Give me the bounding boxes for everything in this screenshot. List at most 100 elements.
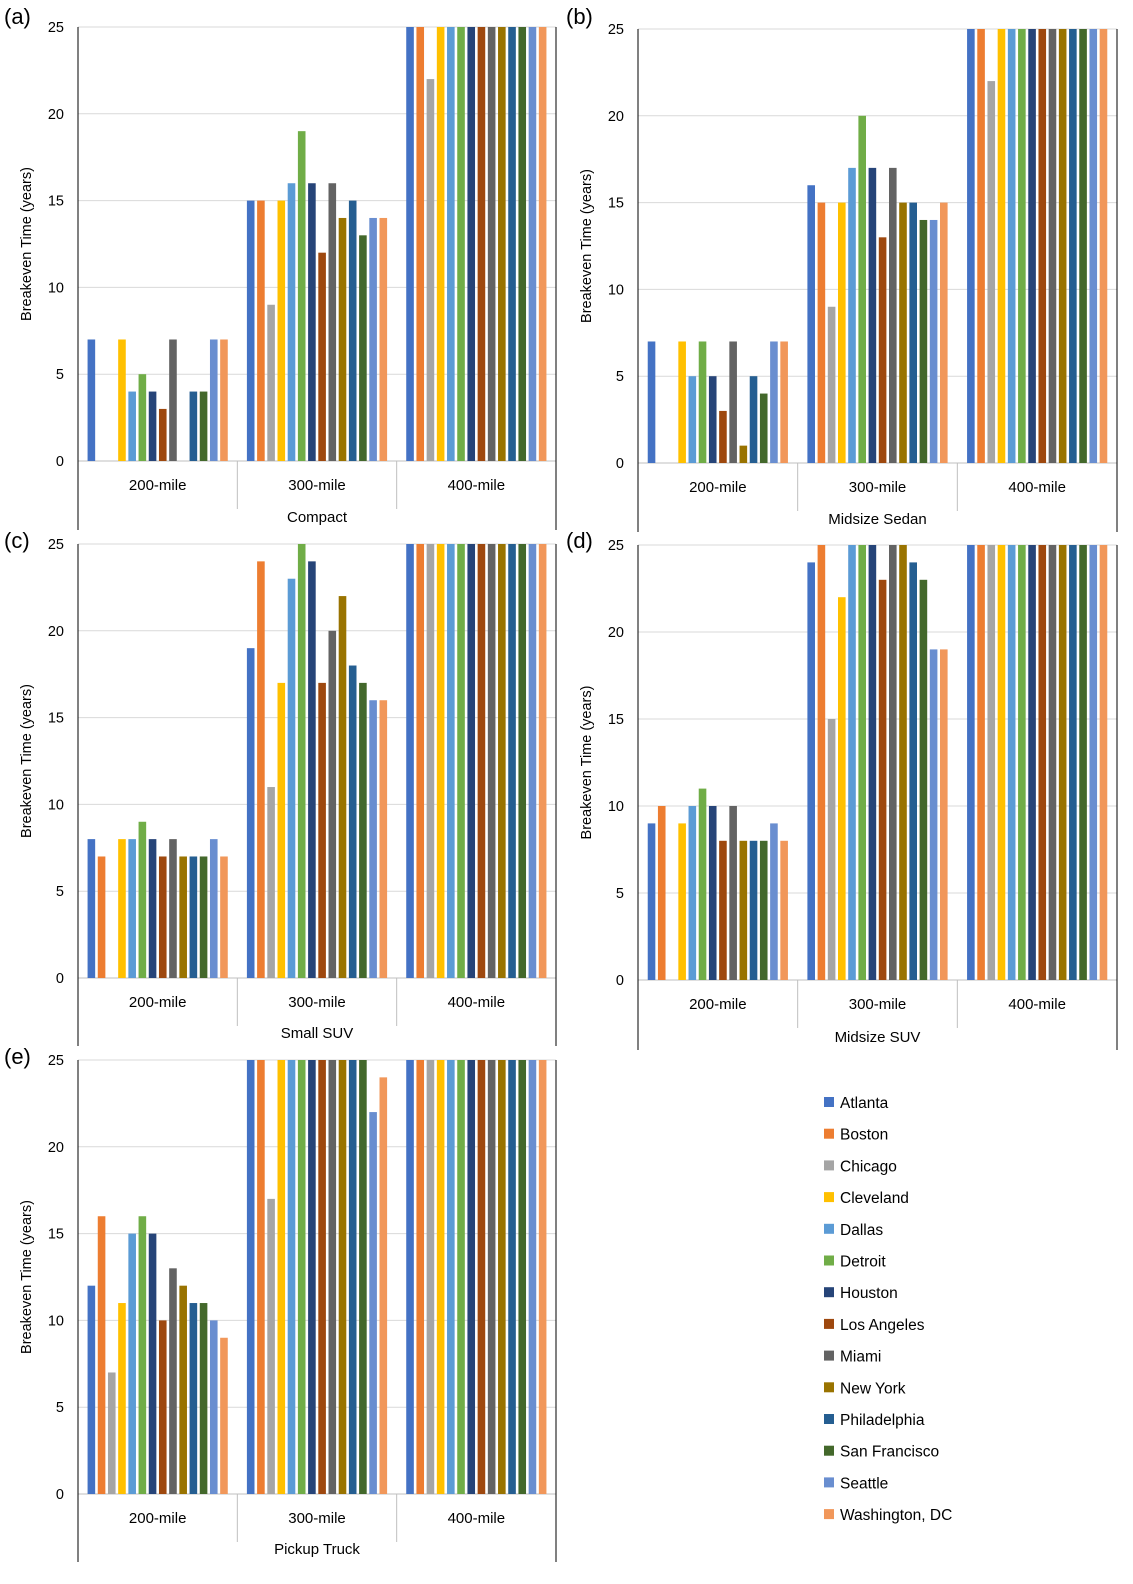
legend-swatch-los-angeles bbox=[824, 1318, 834, 1329]
category-label: 200-mile bbox=[129, 994, 187, 1011]
bar-boston-300-mile bbox=[817, 202, 826, 463]
bar-new-york-300-mile bbox=[338, 596, 347, 978]
bar-chicago-300-mile bbox=[267, 304, 275, 461]
category-label: 200-mile bbox=[689, 996, 747, 1013]
y-tick-label: 15 bbox=[48, 1227, 64, 1243]
legend-label: Cleveland bbox=[840, 1190, 909, 1207]
bar-houston-200-mile bbox=[148, 391, 157, 461]
bar-washington-dc-200-mile bbox=[780, 840, 788, 980]
y-tick-label: 10 bbox=[48, 1313, 64, 1329]
bar-cleveland-200-mile bbox=[118, 1303, 126, 1494]
bar-houston-200-mile bbox=[148, 1233, 157, 1494]
panel-label: (a) bbox=[4, 4, 31, 29]
bar-dallas-400-mile bbox=[447, 544, 455, 978]
bar-philadelphia-300-mile bbox=[909, 562, 917, 980]
legend-label: Atlanta bbox=[840, 1095, 889, 1112]
bar-boston-400-mile bbox=[416, 544, 425, 978]
bar-houston-200-mile bbox=[708, 806, 717, 980]
y-axis-title: Breakeven Time (years) bbox=[19, 1200, 35, 1354]
bar-washington-dc-400-mile bbox=[538, 27, 547, 461]
bar-boston-200-mile bbox=[657, 806, 666, 980]
bar-houston-400-mile bbox=[467, 27, 476, 461]
bar-boston-300-mile bbox=[817, 545, 826, 980]
bar-chicago-400-mile bbox=[987, 81, 996, 463]
bar-seattle-200-mile bbox=[770, 341, 778, 463]
bar-houston-300-mile bbox=[308, 1060, 316, 1494]
legend-swatch-miami bbox=[824, 1350, 834, 1361]
bar-dallas-200-mile bbox=[688, 806, 697, 980]
y-tick-label: 5 bbox=[56, 884, 64, 900]
bar-seattle-400-mile bbox=[528, 544, 537, 978]
bar-detroit-300-mile bbox=[297, 1060, 306, 1494]
y-tick-label: 20 bbox=[608, 109, 624, 125]
bar-dallas-400-mile bbox=[1007, 29, 1016, 463]
y-tick-label: 0 bbox=[56, 971, 64, 987]
bar-chicago-400-mile bbox=[426, 1060, 435, 1494]
category-label: 300-mile bbox=[849, 996, 907, 1013]
bar-san-francisco-200-mile bbox=[199, 391, 208, 461]
bar-seattle-300-mile bbox=[369, 1112, 377, 1494]
bar-dallas-400-mile bbox=[447, 1060, 455, 1494]
bar-miami-400-mile bbox=[1048, 29, 1057, 463]
bar-seattle-400-mile bbox=[528, 1060, 537, 1494]
category-label: 400-mile bbox=[1008, 479, 1066, 496]
category-label: 300-mile bbox=[288, 994, 346, 1011]
bar-philadelphia-200-mile bbox=[189, 856, 198, 978]
bar-los-angeles-400-mile bbox=[477, 544, 486, 978]
bar-washington-dc-300-mile bbox=[940, 649, 948, 980]
bar-dallas-400-mile bbox=[1007, 545, 1016, 980]
bar-cleveland-200-mile bbox=[678, 823, 686, 980]
y-axis-title: Breakeven Time (years) bbox=[19, 167, 35, 321]
legend: Atlanta Boston Chicago Cleveland Dallas Detro… bbox=[824, 1095, 952, 1524]
bar-cleveland-400-mile bbox=[997, 29, 1006, 463]
legend-label: San Francisco bbox=[840, 1444, 939, 1461]
bar-boston-400-mile bbox=[977, 545, 985, 980]
bar-detroit-300-mile bbox=[858, 115, 866, 464]
bar-philadelphia-200-mile bbox=[189, 391, 198, 461]
bar-philadelphia-400-mile bbox=[508, 27, 516, 461]
bar-atlanta-400-mile bbox=[967, 545, 975, 980]
bar-miami-300-mile bbox=[328, 630, 337, 978]
bar-san-francisco-300-mile bbox=[359, 1060, 367, 1494]
y-tick-label: 25 bbox=[608, 22, 624, 38]
bar-chicago-300-mile bbox=[827, 719, 836, 980]
category-label: 200-mile bbox=[129, 477, 187, 494]
bar-seattle-400-mile bbox=[528, 27, 537, 461]
bar-detroit-200-mile bbox=[138, 821, 147, 978]
bar-houston-400-mile bbox=[467, 1060, 476, 1494]
bar-houston-400-mile bbox=[1028, 545, 1036, 980]
y-tick-label: 10 bbox=[48, 280, 64, 296]
bar-los-angeles-400-mile bbox=[1038, 29, 1047, 463]
bar-new-york-200-mile bbox=[739, 445, 748, 463]
bar-san-francisco-400-mile bbox=[518, 544, 527, 978]
bar-seattle-400-mile bbox=[1089, 545, 1098, 980]
bar-detroit-400-mile bbox=[457, 544, 465, 978]
bar-san-francisco-400-mile bbox=[1079, 29, 1087, 463]
bar-atlanta-400-mile bbox=[406, 27, 414, 461]
bar-seattle-300-mile bbox=[929, 649, 938, 980]
legend-label: Chicago bbox=[840, 1158, 897, 1175]
bar-chicago-400-mile bbox=[426, 544, 435, 978]
bar-cleveland-300-mile bbox=[277, 1060, 286, 1494]
bar-new-york-400-mile bbox=[1058, 545, 1067, 980]
category-label: 300-mile bbox=[849, 479, 907, 496]
y-tick-label: 15 bbox=[608, 712, 624, 728]
y-tick-label: 0 bbox=[616, 973, 624, 989]
legend-swatch-houston bbox=[824, 1287, 834, 1298]
bar-cleveland-300-mile bbox=[838, 202, 846, 463]
bar-dallas-200-mile bbox=[128, 839, 136, 978]
bar-miami-400-mile bbox=[487, 1060, 496, 1494]
bar-washington-dc-300-mile bbox=[379, 217, 388, 461]
bar-los-angeles-300-mile bbox=[318, 252, 326, 461]
bar-houston-300-mile bbox=[868, 167, 877, 463]
bar-san-francisco-400-mile bbox=[1079, 545, 1087, 980]
bar-miami-300-mile bbox=[328, 183, 337, 462]
category-label: 400-mile bbox=[448, 994, 506, 1011]
bar-miami-300-mile bbox=[328, 1060, 337, 1494]
bar-atlanta-300-mile bbox=[246, 648, 255, 978]
bar-los-angeles-300-mile bbox=[878, 237, 887, 463]
bar-san-francisco-200-mile bbox=[759, 840, 768, 980]
legend-label: Washington, DC bbox=[840, 1507, 952, 1524]
bar-dallas-400-mile bbox=[447, 27, 455, 461]
bar-washington-dc-400-mile bbox=[1099, 29, 1108, 463]
